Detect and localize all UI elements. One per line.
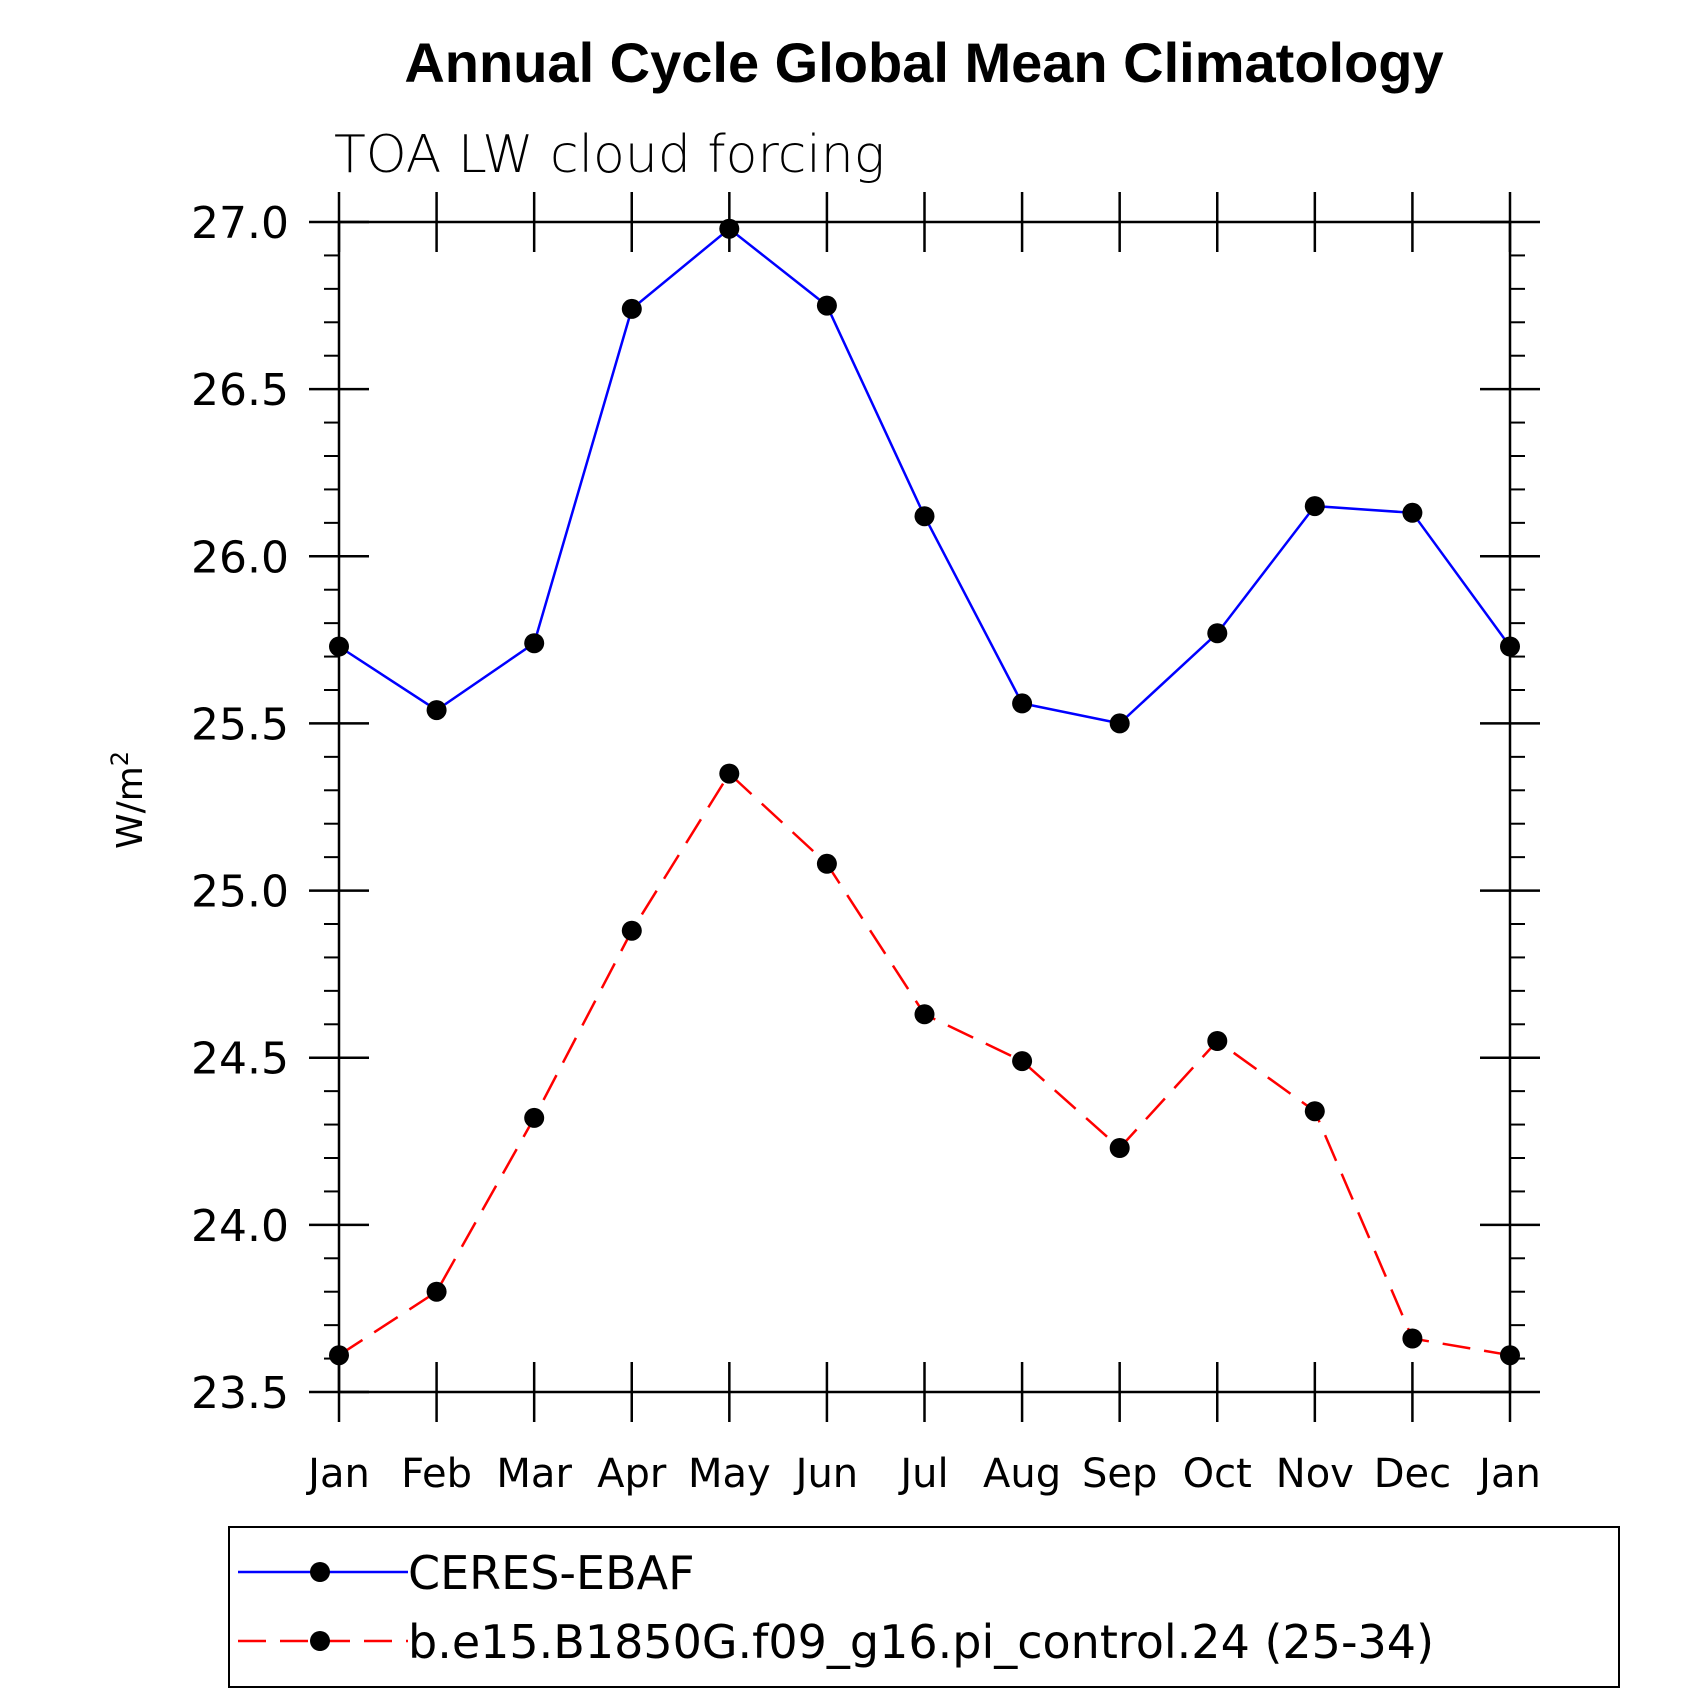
series-0-point bbox=[1304, 496, 1325, 517]
axis-tick-labels: 23.5 24.0 24.5 25.0 25.5 26.0 26.5 27.0 Jan Feb Ma… bbox=[191, 198, 1541, 1497]
series-0-point bbox=[914, 506, 935, 527]
chart-subtitle: TOA LW cloud forcing bbox=[334, 125, 885, 185]
series-1-point bbox=[1207, 1031, 1228, 1051]
y-tick-label: 25.0 bbox=[191, 867, 289, 918]
legend-label-model: b.e15.B1850G.f09_g16.pi_control.24 (25-3… bbox=[408, 1615, 1434, 1669]
series-1-point bbox=[524, 1107, 545, 1128]
svg-text:W/m2: W/m2 bbox=[106, 751, 151, 849]
series-0-point bbox=[719, 218, 740, 239]
series-0-point bbox=[329, 636, 349, 657]
series-1-point bbox=[1012, 1051, 1033, 1072]
series-1-point bbox=[1109, 1138, 1130, 1158]
series-1-point bbox=[914, 1004, 935, 1025]
series-0-point bbox=[426, 700, 447, 721]
series-0-point bbox=[524, 633, 545, 654]
series-1-point bbox=[1402, 1328, 1423, 1349]
series-0-point bbox=[1500, 636, 1520, 657]
x-tick-label: Dec bbox=[1374, 1451, 1451, 1497]
series-1-point bbox=[719, 763, 740, 784]
series-line-1 bbox=[338, 771, 1511, 1357]
y-axis-label-superscript: 2 bbox=[106, 751, 134, 766]
axis-ticks bbox=[309, 192, 1540, 1422]
y-tick-label: 25.5 bbox=[191, 699, 289, 750]
x-tick-label: Nov bbox=[1276, 1451, 1354, 1497]
y-axis-label-text: W/m bbox=[110, 766, 151, 849]
series-0-point bbox=[621, 298, 642, 319]
x-tick-label: Mar bbox=[496, 1451, 572, 1497]
chart-title: Annual Cycle Global Mean Climatology bbox=[404, 31, 1443, 94]
x-tick-label: Aug bbox=[983, 1451, 1061, 1497]
y-tick-label: 26.0 bbox=[191, 532, 289, 583]
x-tick-label: Jun bbox=[793, 1451, 859, 1497]
series-lines bbox=[338, 227, 1512, 1357]
x-tick-label: Sep bbox=[1082, 1451, 1157, 1497]
series-1-point bbox=[816, 853, 837, 874]
series-1-point bbox=[329, 1345, 349, 1366]
series-0-point bbox=[1109, 713, 1130, 734]
y-tick-label: 23.5 bbox=[191, 1368, 289, 1419]
legend: CERES-EBAF b.e15.B1850G.f09_g16.pi_contr… bbox=[228, 1526, 1620, 1688]
x-tick-label: Apr bbox=[597, 1451, 667, 1497]
x-tick-label: Oct bbox=[1183, 1451, 1252, 1497]
series-1-point bbox=[621, 920, 642, 941]
y-tick-label: 24.0 bbox=[191, 1201, 289, 1252]
series-1-point bbox=[1304, 1101, 1325, 1122]
series-points bbox=[329, 218, 1520, 1366]
series-line-0 bbox=[338, 227, 1512, 725]
x-tick-label: Feb bbox=[401, 1451, 472, 1497]
plot-frame bbox=[337, 220, 1512, 1394]
series-0-point bbox=[816, 295, 837, 316]
legend-box bbox=[228, 1526, 1620, 1688]
legend-label-ceres: CERES-EBAF bbox=[408, 1546, 695, 1600]
legend-marker-ceres bbox=[310, 1562, 330, 1582]
y-tick-label: 27.0 bbox=[191, 198, 289, 249]
y-axis-label: W/m2 bbox=[106, 751, 151, 849]
legend-marker-model bbox=[310, 1631, 330, 1651]
x-tick-label: Jan bbox=[1476, 1451, 1541, 1497]
x-tick-label: May bbox=[688, 1451, 771, 1497]
series-1-point bbox=[1500, 1345, 1520, 1366]
series-1-point bbox=[426, 1281, 447, 1302]
x-tick-label: Jul bbox=[897, 1451, 948, 1497]
series-0-point bbox=[1207, 623, 1228, 644]
series-0-point bbox=[1012, 693, 1033, 714]
y-tick-label: 24.5 bbox=[191, 1034, 289, 1085]
series-0-point bbox=[1402, 502, 1423, 523]
y-tick-label: 26.5 bbox=[191, 365, 289, 416]
x-tick-label: Jan bbox=[305, 1451, 370, 1497]
